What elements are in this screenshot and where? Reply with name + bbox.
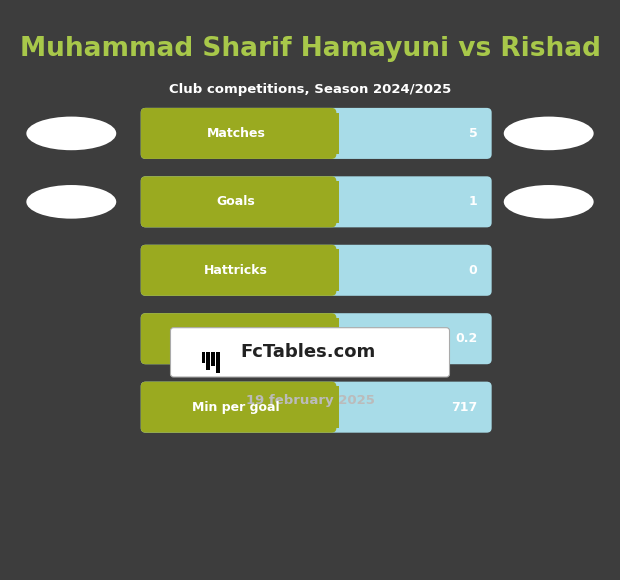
Bar xyxy=(202,353,205,363)
FancyBboxPatch shape xyxy=(141,108,492,159)
FancyBboxPatch shape xyxy=(141,245,492,296)
Bar xyxy=(324,318,339,360)
Text: FcTables.com: FcTables.com xyxy=(241,343,376,361)
Text: Muhammad Sharif Hamayuni vs Rishad: Muhammad Sharif Hamayuni vs Rishad xyxy=(19,37,601,62)
FancyBboxPatch shape xyxy=(141,382,336,433)
FancyBboxPatch shape xyxy=(141,176,336,227)
Bar xyxy=(324,249,339,291)
Text: Club competitions, Season 2024/2025: Club competitions, Season 2024/2025 xyxy=(169,84,451,96)
Text: 0.2: 0.2 xyxy=(455,332,477,345)
Text: 5: 5 xyxy=(469,127,477,140)
Ellipse shape xyxy=(504,117,594,150)
FancyBboxPatch shape xyxy=(141,108,336,159)
Ellipse shape xyxy=(26,117,117,150)
Bar xyxy=(324,386,339,428)
Text: 717: 717 xyxy=(451,401,477,414)
Text: Goals per match: Goals per match xyxy=(179,332,293,345)
Bar xyxy=(324,181,339,223)
FancyBboxPatch shape xyxy=(141,245,336,296)
Text: Min per goal: Min per goal xyxy=(192,401,280,414)
Text: 0: 0 xyxy=(469,264,477,277)
Bar xyxy=(206,353,210,370)
Bar xyxy=(211,353,215,367)
Text: Matches: Matches xyxy=(206,127,265,140)
FancyBboxPatch shape xyxy=(141,313,492,364)
Text: 1: 1 xyxy=(469,195,477,208)
FancyBboxPatch shape xyxy=(170,328,450,377)
Bar xyxy=(324,113,339,154)
FancyBboxPatch shape xyxy=(141,382,492,433)
Text: Hattricks: Hattricks xyxy=(204,264,268,277)
Text: Goals: Goals xyxy=(217,195,255,208)
Text: 19 february 2025: 19 february 2025 xyxy=(246,394,374,407)
Ellipse shape xyxy=(26,185,117,219)
Ellipse shape xyxy=(504,185,594,219)
FancyBboxPatch shape xyxy=(141,176,492,227)
Bar xyxy=(216,353,220,374)
FancyBboxPatch shape xyxy=(141,313,336,364)
